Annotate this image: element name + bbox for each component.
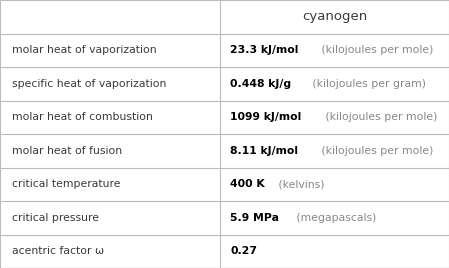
Text: 0.448 kJ/g: 0.448 kJ/g xyxy=(230,79,291,89)
Text: 23.3 kJ/mol: 23.3 kJ/mol xyxy=(230,45,299,55)
Text: molar heat of fusion: molar heat of fusion xyxy=(12,146,122,156)
Text: 5.9 MPa: 5.9 MPa xyxy=(230,213,279,223)
Text: (megapascals): (megapascals) xyxy=(293,213,377,223)
Text: 1099 kJ/mol: 1099 kJ/mol xyxy=(230,112,301,122)
Text: (kilojoules per mole): (kilojoules per mole) xyxy=(318,146,433,156)
Text: cyanogen: cyanogen xyxy=(302,10,367,23)
Text: molar heat of vaporization: molar heat of vaporization xyxy=(12,45,157,55)
Text: (kilojoules per mole): (kilojoules per mole) xyxy=(318,45,434,55)
Text: specific heat of vaporization: specific heat of vaporization xyxy=(12,79,167,89)
Text: critical temperature: critical temperature xyxy=(12,179,120,189)
Text: critical pressure: critical pressure xyxy=(12,213,99,223)
Text: 8.11 kJ/mol: 8.11 kJ/mol xyxy=(230,146,298,156)
Text: (kilojoules per mole): (kilojoules per mole) xyxy=(322,112,437,122)
Text: 0.27: 0.27 xyxy=(230,246,257,256)
Text: (kilojoules per gram): (kilojoules per gram) xyxy=(309,79,426,89)
Text: (kelvins): (kelvins) xyxy=(275,179,324,189)
Text: molar heat of combustion: molar heat of combustion xyxy=(12,112,153,122)
Text: 400 K: 400 K xyxy=(230,179,265,189)
Text: acentric factor ω: acentric factor ω xyxy=(12,246,104,256)
